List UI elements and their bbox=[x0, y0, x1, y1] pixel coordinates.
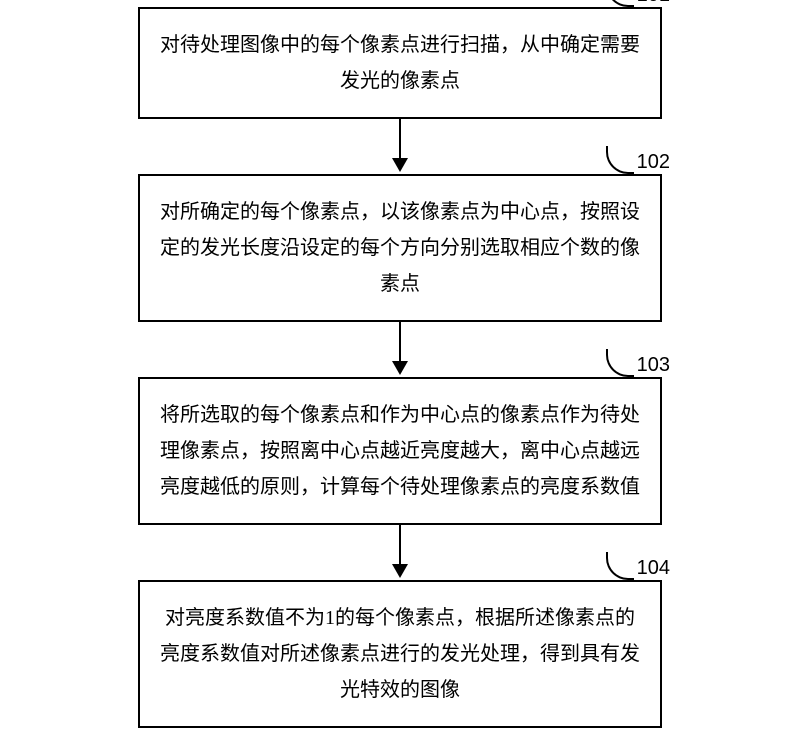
step-box: 将所选取的每个像素点和作为中心点的像素点作为待处理像素点，按照离中心点越近亮度越… bbox=[138, 377, 662, 525]
label-text: 102 bbox=[637, 151, 670, 174]
step-label-104: 104 bbox=[606, 552, 670, 580]
label-text: 104 bbox=[637, 557, 670, 580]
label-text: 101 bbox=[637, 0, 670, 7]
step-104: 104 对亮度系数值不为1的每个像素点，根据所述像素点的亮度系数值对所述像素点进… bbox=[100, 580, 700, 728]
label-curve bbox=[606, 349, 634, 377]
arrow-down-icon bbox=[392, 119, 408, 174]
label-curve bbox=[606, 146, 634, 174]
label-text: 103 bbox=[637, 354, 670, 377]
step-102: 102 对所确定的每个像素点，以该像素点为中心点，按照设定的发光长度沿设定的每个… bbox=[100, 174, 700, 322]
arrow-down-icon bbox=[392, 525, 408, 580]
step-101: 101 对待处理图像中的每个像素点进行扫描，从中确定需要发光的像素点 bbox=[100, 7, 700, 119]
step-box: 对亮度系数值不为1的每个像素点，根据所述像素点的亮度系数值对所述像素点进行的发光… bbox=[138, 580, 662, 728]
step-label-101: 101 bbox=[606, 0, 670, 7]
flowchart: 101 对待处理图像中的每个像素点进行扫描，从中确定需要发光的像素点 102 对… bbox=[100, 7, 700, 728]
label-curve bbox=[606, 552, 634, 580]
label-curve bbox=[606, 0, 634, 7]
step-box: 对待处理图像中的每个像素点进行扫描，从中确定需要发光的像素点 bbox=[138, 7, 662, 119]
step-label-103: 103 bbox=[606, 349, 670, 377]
step-103: 103 将所选取的每个像素点和作为中心点的像素点作为待处理像素点，按照离中心点越… bbox=[100, 377, 700, 525]
step-box: 对所确定的每个像素点，以该像素点为中心点，按照设定的发光长度沿设定的每个方向分别… bbox=[138, 174, 662, 322]
step-label-102: 102 bbox=[606, 146, 670, 174]
arrow-down-icon bbox=[392, 322, 408, 377]
